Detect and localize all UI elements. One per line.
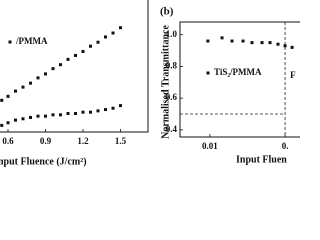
data-point <box>276 42 280 46</box>
axis-frame <box>179 21 300 138</box>
data-point <box>81 110 85 114</box>
x-axis-label: Input Fluen <box>236 154 287 165</box>
x-tick-label: 0.01 <box>202 141 218 151</box>
panel-label: (b) <box>160 6 174 18</box>
data-point <box>241 39 245 43</box>
data-point <box>220 36 224 40</box>
data-point <box>21 85 25 89</box>
data-point <box>89 44 92 48</box>
data-point <box>6 94 10 98</box>
axis-frame <box>0 0 149 133</box>
data-point <box>66 112 70 116</box>
annotation: F <box>290 70 296 80</box>
data-point <box>111 106 115 110</box>
data-point <box>36 114 40 118</box>
legend-marker <box>8 40 12 44</box>
data-point <box>51 113 55 117</box>
data-point <box>44 72 47 76</box>
page: {"chart_data": [ {"type": "scatter", "x_… <box>0 0 300 168</box>
data-point <box>59 113 62 117</box>
data-point <box>0 123 4 127</box>
data-point <box>119 26 122 30</box>
x-tick-label: 0. <box>282 141 289 151</box>
data-point <box>81 49 85 53</box>
data-point <box>268 41 272 45</box>
data-point <box>74 53 77 57</box>
data-point <box>29 115 32 119</box>
x-tick-label: 1.2 <box>77 136 89 146</box>
data-point <box>29 81 32 85</box>
data-point <box>111 31 115 35</box>
data-point <box>59 63 62 67</box>
data-point <box>0 98 4 102</box>
data-point <box>206 39 210 43</box>
y-tick-label: 0.4 <box>166 124 178 134</box>
y-tick-label: 0.8 <box>166 60 178 70</box>
data-point <box>104 35 107 39</box>
data-point <box>96 109 100 113</box>
data-point <box>6 121 10 125</box>
data-point <box>14 118 17 122</box>
legend-label: TiS₂/PMMA <box>214 67 262 77</box>
y-axis-label: Normalised Transmittance <box>160 25 171 139</box>
data-point <box>36 76 40 80</box>
data-point <box>250 41 254 45</box>
data-point <box>230 39 234 43</box>
data-point <box>119 104 122 108</box>
y-tick-label: 0.6 <box>166 92 178 102</box>
data-point <box>51 67 55 71</box>
data-point <box>14 89 17 93</box>
data-point <box>89 110 92 114</box>
x-tick-label: 1.5 <box>115 136 127 146</box>
x-tick-label: 0.9 <box>40 136 52 146</box>
data-point <box>260 41 264 45</box>
data-point <box>21 117 25 121</box>
figure: (b) nput Fluence (J/cm²) Input Fluen Nor… <box>0 0 300 167</box>
data-point <box>290 45 294 49</box>
data-point <box>66 57 70 61</box>
data-point <box>74 112 77 116</box>
data-point <box>96 40 100 44</box>
x-axis-label: nput Fluence (J/cm²) <box>0 156 87 167</box>
data-point <box>104 108 107 112</box>
y-tick-label: 1.0 <box>166 29 178 39</box>
data-point <box>44 114 47 118</box>
data-point <box>283 44 287 48</box>
legend-marker <box>206 71 210 75</box>
legend-label: /PMMA <box>15 36 48 46</box>
x-tick-label: 0.6 <box>2 136 14 146</box>
